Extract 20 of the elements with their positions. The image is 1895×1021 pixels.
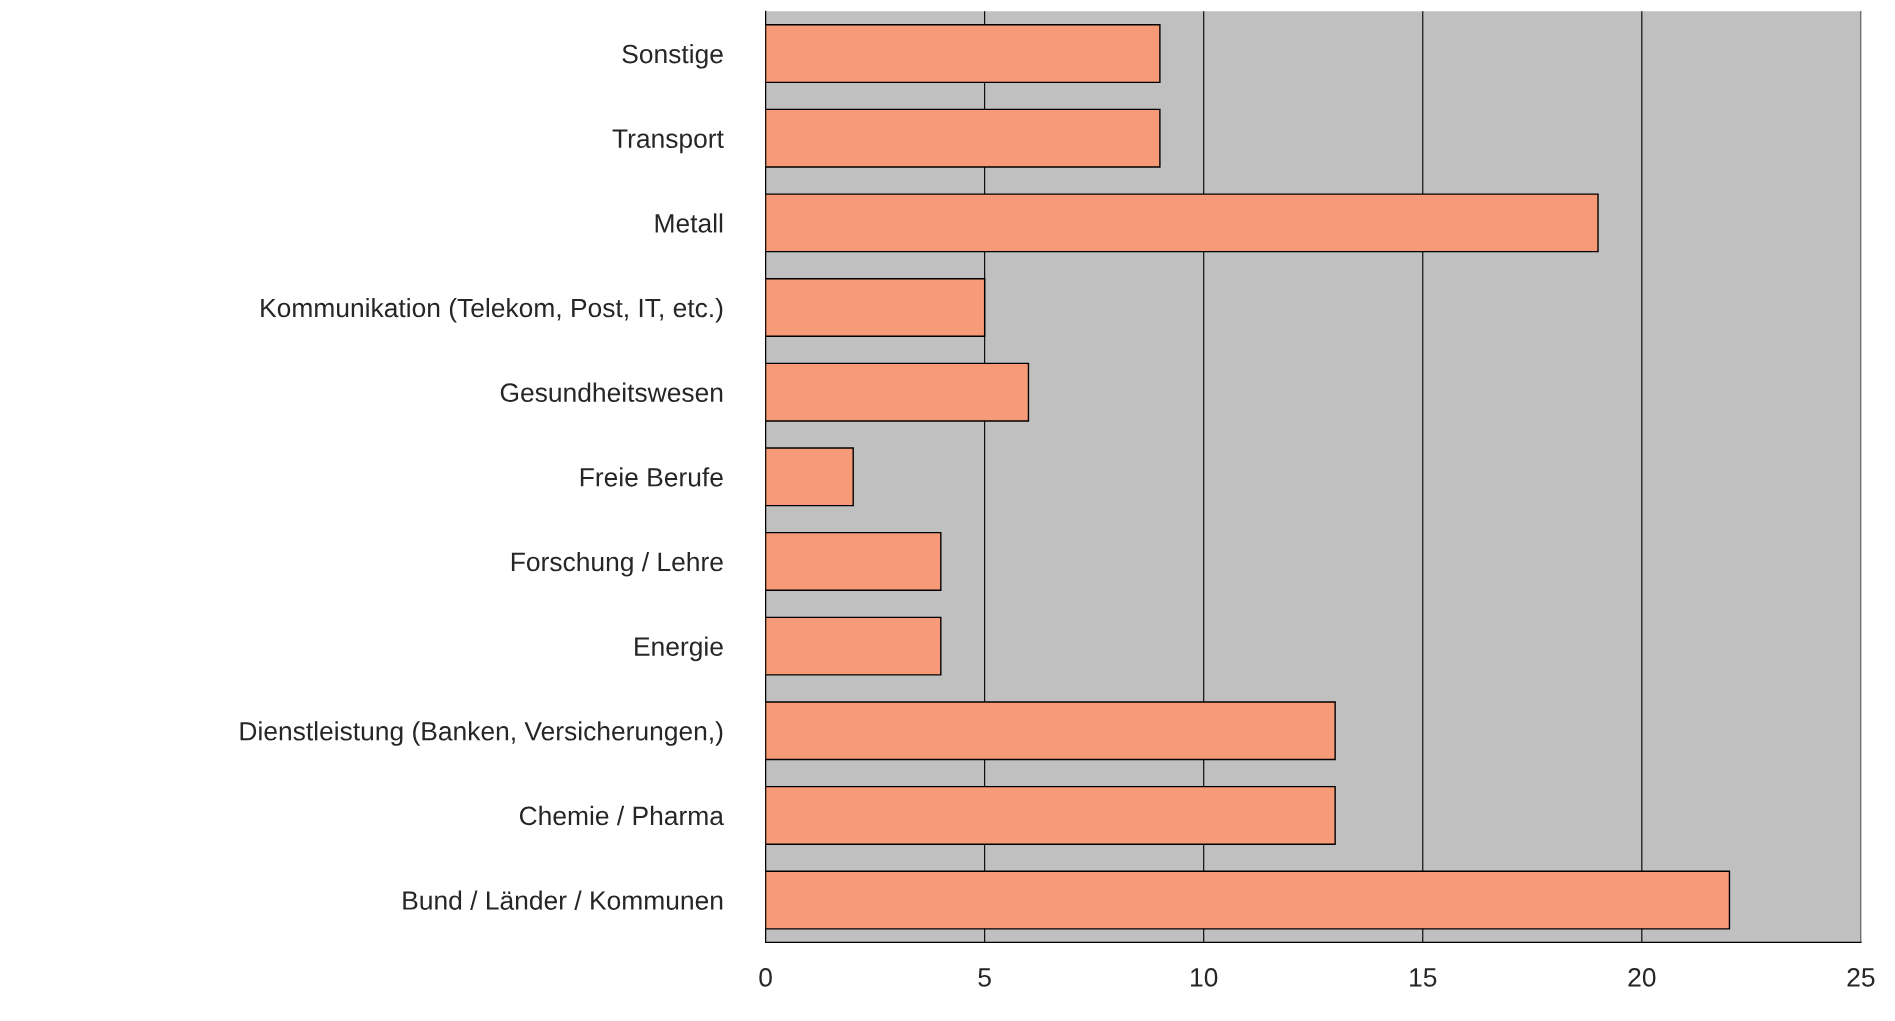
y-tick-label: Transport [612, 129, 724, 154]
y-tick-label: Gesundheitswesen [500, 382, 723, 402]
y-tick-label: Metall [655, 213, 723, 233]
x-tick-label: 0 [759, 968, 772, 987]
bar [765, 531, 942, 591]
y-tick-label: Chemie / Pharma [519, 805, 724, 826]
x-tick-label: 15 [1410, 968, 1437, 987]
y-tick-label: Energie [635, 636, 723, 662]
y-tick-label: Freie Berufe [580, 467, 723, 487]
x-tick-label: 25 [1847, 968, 1875, 987]
y-tick-label: Bund / Länder / Kommunen [403, 890, 723, 910]
y-tick-label: Sonstige [622, 43, 723, 69]
x-tick-label: 10 [1191, 968, 1218, 987]
y-tick-label: Dienstleistung (Banken, Versicherungen,) [240, 721, 723, 746]
y-tick-label: Kommunikation (Telekom, Post, IT, etc.) [261, 297, 723, 323]
x-tick-label: 20 [1628, 968, 1656, 987]
bar [765, 616, 942, 676]
y-tick-label: Forschung / Lehre [511, 551, 723, 577]
bar [765, 447, 854, 507]
x-tick-label: 5 [978, 968, 991, 987]
